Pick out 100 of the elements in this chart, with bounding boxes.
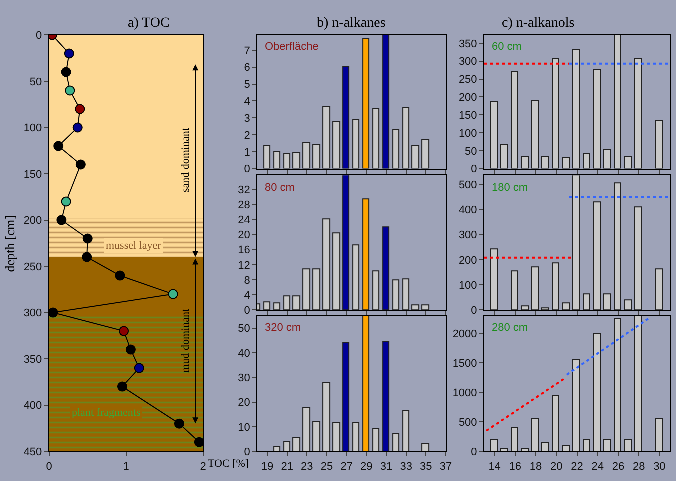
bar [312, 144, 321, 169]
point [64, 48, 74, 59]
y-tick-label: 40 [238, 348, 250, 360]
point [65, 86, 76, 96]
chart-title: b) n-alkanes [317, 16, 386, 31]
bar [624, 439, 633, 452]
y-tick-label: 250 [24, 261, 42, 274]
x-tick-label: 33 [400, 460, 412, 473]
bar [594, 333, 602, 452]
chart-title: c) n-alkanols [502, 16, 575, 31]
point [75, 104, 86, 114]
point [119, 326, 130, 336]
bar [372, 428, 380, 452]
bar [512, 427, 519, 452]
bar [604, 294, 612, 310]
band-label: mud dominant [180, 308, 192, 373]
y-tick-label: 6 [244, 62, 250, 74]
y-tick-label: 1500 [452, 358, 478, 370]
x-tick-label: 16 [509, 460, 522, 473]
x-tick-label: 37 [440, 460, 452, 473]
bar [332, 232, 341, 310]
bar [372, 270, 380, 310]
y-tick-label: 3 [244, 112, 250, 125]
x-tick-label: 31 [380, 460, 393, 473]
chart-title: a) TOC [128, 16, 170, 31]
bar [562, 302, 571, 310]
bar [342, 176, 350, 310]
bar [500, 448, 509, 452]
y-tick-label: 300 [458, 230, 478, 242]
point [61, 67, 72, 78]
y-tick-label: 300 [24, 308, 42, 320]
y-tick-label: 0 [471, 446, 478, 458]
bar [264, 145, 271, 169]
bar [562, 445, 571, 452]
bar [614, 35, 622, 169]
bar [292, 437, 301, 452]
bar [302, 407, 311, 452]
y-tick-label: 4 [244, 290, 250, 302]
x-tick-label: 27 [340, 460, 353, 473]
x-tick-label: 23 [301, 460, 314, 473]
y-tick-label: 250 [458, 74, 478, 86]
bar [412, 304, 420, 310]
y-tick-label: 400 [24, 400, 42, 412]
bar [656, 418, 664, 452]
y-tick-label: 200 [458, 92, 478, 104]
x-tick-label: 22 [571, 460, 584, 473]
point [82, 252, 92, 262]
bar [552, 262, 560, 310]
y-tick-label: 100 [458, 128, 478, 140]
point [174, 418, 184, 429]
band-label: plant fragments [72, 407, 141, 419]
bar [312, 268, 321, 310]
bar [656, 120, 664, 169]
point [76, 160, 86, 170]
bar [500, 144, 509, 169]
y-tick-label: 100 [24, 122, 42, 135]
bar [302, 268, 311, 310]
bar [392, 129, 400, 169]
bar [362, 316, 370, 452]
band-label: mussel layer [106, 240, 162, 252]
bar [302, 142, 311, 169]
bar [490, 101, 499, 169]
bar [402, 107, 410, 169]
y-tick-label: 7 [244, 45, 250, 58]
point [126, 344, 136, 355]
bar [342, 66, 350, 169]
x-tick-label: 20 [550, 460, 563, 473]
y-tick-label: 200 [24, 215, 42, 228]
bar [322, 382, 331, 452]
x-tick-label: 14 [488, 460, 501, 473]
y-tick-label: 300 [458, 56, 478, 68]
y-tick-label: 150 [458, 110, 478, 122]
x-tick-label: 18 [530, 460, 542, 473]
bar [634, 316, 643, 452]
y-tick-label: 28 [238, 200, 250, 212]
band-label: sand dominant [180, 128, 192, 193]
y-tick-label: 350 [24, 354, 42, 366]
bar [512, 270, 519, 310]
point [82, 234, 93, 244]
bar [352, 119, 360, 169]
y-tick-label: 50 [465, 146, 478, 158]
x-tick-label: 28 [632, 460, 646, 473]
x-tick-label: 21 [281, 460, 294, 473]
bar [562, 157, 571, 169]
x-tick-label: 35 [420, 460, 432, 473]
bar [274, 302, 281, 310]
bar [634, 206, 643, 310]
bar [342, 342, 350, 452]
bar [274, 446, 281, 452]
y-tick-label: 2 [244, 130, 250, 142]
y-tick-label: 0 [36, 30, 42, 42]
bar [284, 441, 291, 452]
bar [382, 35, 390, 169]
y-tick-label: 16 [238, 244, 250, 257]
bar [584, 439, 591, 452]
x-axis-title: TOC [%] [208, 458, 250, 470]
bar [584, 294, 591, 310]
bar [292, 152, 301, 169]
bar [284, 153, 291, 169]
y-tick-label: 500 [458, 179, 478, 192]
